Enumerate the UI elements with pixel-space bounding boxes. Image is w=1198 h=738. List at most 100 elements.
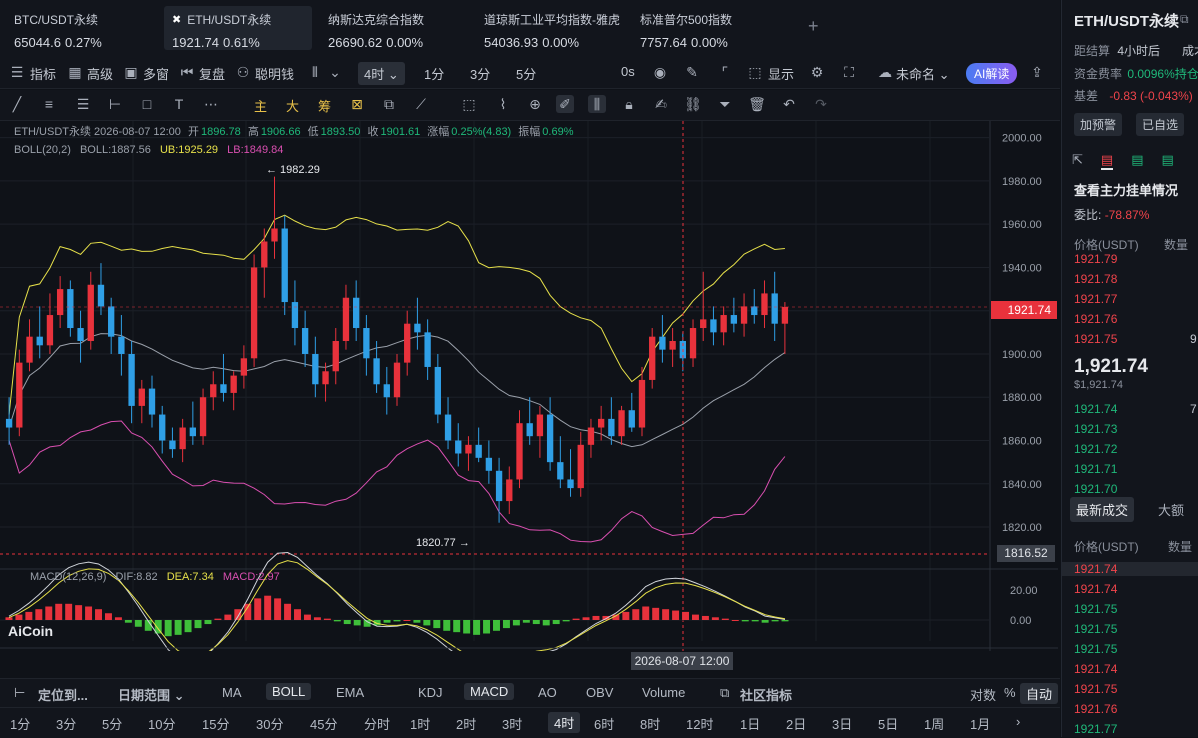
advanced-button[interactable]: 高级 [87, 67, 114, 82]
pencil-icon[interactable]: ✎ [686, 64, 698, 80]
brush-icon[interactable]: ✐ [556, 95, 574, 113]
interval-19[interactable]: 1周 [924, 717, 945, 732]
interval-7[interactable]: 分时 [364, 717, 391, 732]
note-icon[interactable]: ⬚ [462, 96, 476, 112]
ao-button[interactable]: AO [538, 685, 557, 700]
auto-scale-button[interactable]: 自动 [1020, 683, 1059, 704]
interval-3[interactable]: 10分 [148, 717, 176, 732]
parallel-lines-icon[interactable]: ≡ [44, 96, 54, 112]
pattern-icon[interactable]: ⋯ [204, 96, 218, 112]
interval-14[interactable]: 12时 [686, 717, 714, 732]
interval-8[interactable]: 1时 [410, 717, 431, 732]
obv-button[interactable]: OBV [586, 685, 614, 700]
kdj-button[interactable]: KDJ [418, 685, 443, 700]
trash-icon[interactable]: 🗑︎ [748, 96, 766, 112]
volume-button[interactable]: Volume [642, 685, 686, 700]
indicator-button[interactable]: 指标 [30, 67, 57, 82]
display-button[interactable]: 显示 [768, 67, 795, 82]
book-asks-icon[interactable]: ▤ [1161, 152, 1174, 167]
ai-interpret-button[interactable]: AI解读 [966, 63, 1018, 84]
interval-1m[interactable]: 1分 [424, 67, 445, 82]
redo-icon[interactable]: ↷ [815, 96, 827, 112]
interval-18[interactable]: 5日 [878, 717, 899, 732]
interval-1[interactable]: 3分 [56, 717, 77, 732]
share-icon[interactable]: ⇪ [1031, 64, 1043, 80]
rectangle-icon[interactable]: □ [142, 96, 152, 112]
interval-4[interactable]: 15分 [202, 717, 230, 732]
undo-icon[interactable]: ↶ [783, 96, 795, 112]
interval-12[interactable]: 6时 [594, 717, 615, 732]
bid-row[interactable]: 1921.71 [1074, 462, 1118, 476]
fullscreen-icon[interactable]: ⛶ [844, 64, 854, 80]
chart-tool-icon[interactable]: ⊠ [351, 96, 363, 112]
interval-11[interactable]: 4时 [548, 712, 581, 733]
locate-icon[interactable]: ⊢ [14, 685, 26, 700]
bid-row[interactable]: 1921.70 [1074, 482, 1118, 496]
chip-button[interactable]: 筹 [318, 99, 332, 114]
interval-6[interactable]: 45分 [310, 717, 338, 732]
seconds-button[interactable]: 0s [621, 64, 635, 79]
magnet-icon[interactable]: ⫼ [588, 95, 606, 113]
boll-button[interactable]: BOLL [266, 683, 312, 700]
copy-icon[interactable]: ⧉ [384, 96, 394, 112]
link-icon[interactable]: ⛓ [684, 96, 702, 112]
locate-button[interactable]: 定位到... [38, 688, 88, 703]
watchlist-button[interactable]: 已自选 [1136, 113, 1185, 136]
layout-icon[interactable]: ⌜ [721, 64, 729, 80]
interval-9[interactable]: 2时 [456, 717, 477, 732]
smart-money-button[interactable]: 聪明钱 [255, 67, 295, 82]
horizontal-lines-icon[interactable]: ☰ [76, 96, 90, 112]
date-range-button[interactable]: 日期范围 ⌄ [118, 685, 185, 704]
ruler-icon[interactable]: ⌇ [499, 96, 507, 112]
multi-window-button[interactable]: 多窗 [143, 67, 170, 82]
add-alert-button[interactable]: 加预警 [1074, 113, 1123, 136]
community-indicator-button[interactable]: 社区指标 [740, 688, 793, 703]
replay-button[interactable]: 复盘 [199, 67, 226, 82]
lock-icon[interactable]: 🔒︎ [625, 96, 633, 112]
big-order-button[interactable]: 大 [286, 99, 300, 114]
ticker-eth[interactable]: ✖ ETH/USDT永续 1921.74 0.61% [164, 6, 312, 50]
tab-big-trades[interactable]: 大额 [1158, 503, 1185, 518]
export-icon[interactable]: ⇱ [1072, 152, 1083, 167]
ask-row[interactable]: 1921.75 [1074, 332, 1118, 346]
interval-20[interactable]: 1月 [970, 717, 991, 732]
log-scale-button[interactable]: 对数 [970, 688, 997, 703]
measure-icon[interactable]: ⟋ [416, 96, 426, 112]
filter-icon[interactable]: ⏷ [719, 96, 731, 112]
interval-0[interactable]: 1分 [10, 717, 31, 732]
tab-latest-trades[interactable]: 最新成交 [1070, 497, 1135, 522]
chevron-right-icon[interactable]: › [1016, 714, 1021, 729]
interval-10[interactable]: 3时 [502, 717, 523, 732]
zoom-in-icon[interactable]: ⊕ [529, 96, 541, 112]
interval-3m[interactable]: 3分 [470, 67, 491, 82]
edit-note-icon[interactable]: ✍ [655, 96, 667, 112]
ask-row[interactable]: 1921.78 [1074, 272, 1118, 286]
candle-type-icon[interactable]: ⫴ [312, 64, 318, 80]
percent-scale-button[interactable]: % [1004, 685, 1016, 700]
layout-name-select[interactable]: 未命名 ⌄ [896, 64, 950, 83]
close-icon[interactable]: ✖ [172, 14, 182, 26]
camera-icon[interactable]: ◉ [653, 64, 667, 80]
interval-16[interactable]: 2日 [786, 717, 807, 732]
copy-icon[interactable]: ⧉ [1180, 12, 1189, 26]
chevron-down-icon[interactable]: ⌄ [329, 64, 341, 80]
ema-button[interactable]: EMA [336, 685, 365, 700]
ask-row[interactable]: 1921.77 [1074, 292, 1118, 306]
ticker-sp500[interactable]: 标准普尔500指数 7757.64 0.00% [632, 6, 780, 50]
interval-17[interactable]: 3日 [832, 717, 853, 732]
price-chart[interactable]: 2000.001980.001960.001940.001920.001900.… [0, 121, 1058, 651]
add-tab-icon[interactable]: + [808, 16, 819, 36]
book-bids-icon[interactable]: ▤ [1131, 152, 1144, 167]
horizontal-ray-icon[interactable]: ⊢ [108, 96, 122, 112]
bid-row[interactable]: 1921.74 [1074, 402, 1118, 416]
bid-row[interactable]: 1921.73 [1074, 422, 1118, 436]
ticker-nasdaq[interactable]: 纳斯达克综合指数 26690.62 0.00% [320, 6, 468, 50]
ticker-dow[interactable]: 道琼斯工业平均指数-雅虎 54036.93 0.00% [476, 6, 624, 50]
interval-5[interactable]: 30分 [256, 717, 284, 732]
book-both-icon[interactable]: ▤ [1100, 152, 1114, 170]
ask-row[interactable]: 1921.79 [1074, 252, 1118, 266]
ticker-btc[interactable]: BTC/USDT永续 65044.6 0.27% [6, 6, 154, 50]
macd-button[interactable]: MACD [464, 683, 515, 700]
bid-row[interactable]: 1921.72 [1074, 442, 1118, 456]
major-orders-link[interactable]: 查看主力挂单情况 [1074, 183, 1179, 198]
